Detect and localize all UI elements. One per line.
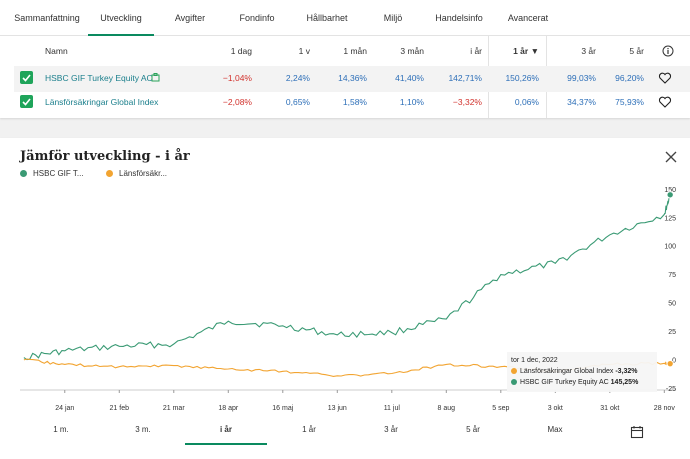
range-5-years[interactable]: 5 år: [466, 425, 480, 434]
x-tick-label: 5 sep: [492, 405, 509, 412]
checkmark-icon: [22, 74, 31, 82]
value-ytd: 142,71%: [448, 73, 482, 83]
fund-comparison-table-card: Sammanfattning Utveckling Avgifter Fondi…: [0, 0, 690, 118]
value-3-years: 34,37%: [567, 97, 596, 107]
tab-utveckling[interactable]: Utveckling: [88, 0, 154, 36]
tab-hallbarhet[interactable]: Hållbarhet: [306, 13, 348, 23]
legend-label: HSBC GIF T...: [33, 169, 84, 178]
range-3-months[interactable]: 3 m.: [135, 425, 151, 434]
value-1-year: 150,26%: [505, 73, 539, 83]
tab-avancerat[interactable]: Avancerat: [507, 13, 549, 23]
tab-handelsinfo[interactable]: Handelsinfo: [435, 13, 483, 23]
value-1-year: 0,06%: [514, 97, 539, 107]
table-row: HSBC GIF Turkey Equity AC −1,04% 2,24% 1…: [14, 66, 690, 92]
tooltip-dot: [511, 368, 517, 375]
document-icon[interactable]: [151, 73, 160, 82]
x-tick-label: 28 nov: [654, 405, 676, 412]
heart-icon[interactable]: [658, 95, 672, 109]
legend-dot: [20, 170, 27, 178]
range-3-years[interactable]: 3 år: [384, 425, 398, 434]
range-1-year[interactable]: 1 år: [302, 425, 316, 434]
value-3-years: 99,03%: [567, 73, 596, 83]
value-5-years: 75,93%: [615, 97, 644, 107]
value-3-months: 41,40%: [395, 73, 424, 83]
close-icon[interactable]: [664, 150, 678, 164]
y-tick-label: 0: [672, 357, 676, 364]
row-checkbox[interactable]: [20, 95, 33, 108]
tooltip-dot: [511, 379, 517, 386]
tab-fondinfo[interactable]: Fondinfo: [239, 13, 275, 23]
tooltip-label: HSBC GIF Turkey Equity AC: [520, 379, 609, 386]
fund-name[interactable]: Länsförsäkringar Global Index: [45, 97, 159, 107]
x-tick-label: 8 aug: [438, 405, 456, 412]
info-icon[interactable]: [662, 45, 674, 57]
header-1-week[interactable]: 1 v: [298, 46, 310, 56]
value-1-day: −2,08%: [222, 97, 252, 107]
heart-icon[interactable]: [658, 71, 672, 85]
value-1-month: 1,58%: [342, 97, 367, 107]
tab-avgifter[interactable]: Avgifter: [174, 13, 206, 23]
legend-item[interactable]: Länsförsäkr...: [106, 169, 167, 178]
x-tick-label: 18 apr: [218, 405, 239, 412]
row-checkbox[interactable]: [20, 71, 33, 84]
header-3-years[interactable]: 3 år: [581, 46, 596, 56]
legend-item[interactable]: HSBC GIF T...: [20, 169, 84, 178]
value-5-years: 96,20%: [615, 73, 644, 83]
value-1-week: 0,65%: [285, 97, 310, 107]
tooltip-date: tor 1 dec, 2022: [511, 357, 558, 364]
x-tick-label: 21 feb: [110, 405, 130, 412]
value-ytd: −3,32%: [452, 97, 482, 107]
header-1-month[interactable]: 1 mån: [343, 46, 367, 56]
value-1-week: 2,24%: [285, 73, 310, 83]
y-tick-label: 100: [664, 244, 676, 251]
y-tick-label: 125: [664, 215, 676, 222]
x-tick-label: 3 okt: [548, 405, 563, 412]
tab-miljo[interactable]: Miljö: [383, 13, 403, 23]
y-tick-label: 75: [668, 272, 676, 279]
value-3-months: 1,10%: [399, 97, 424, 107]
legend-label: Länsförsäkr...: [119, 169, 168, 178]
x-tick-label: 11 jul: [384, 405, 401, 412]
series-line: [23, 194, 671, 361]
header-ytd[interactable]: i år: [470, 46, 482, 56]
x-tick-label: 13 jun: [328, 405, 347, 412]
value-1-month: 14,36%: [338, 73, 367, 83]
y-tick-label: 150: [664, 187, 676, 194]
range-max[interactable]: Max: [547, 425, 563, 434]
fund-name[interactable]: HSBC GIF Turkey Equity AC: [45, 73, 153, 83]
x-tick-label: 24 jan: [55, 405, 74, 412]
tooltip-value: 145,25%: [610, 379, 639, 386]
tab-sammanfattning[interactable]: Sammanfattning: [14, 13, 80, 23]
series-end-point: [666, 359, 674, 368]
chart-title: Jämför utveckling - i år: [20, 149, 190, 164]
header-1-year-sorted[interactable]: 1 år ▼: [513, 46, 539, 56]
checkmark-icon: [22, 98, 31, 106]
tab-bar: Sammanfattning Utveckling Avgifter Fondi…: [0, 0, 690, 36]
header-name[interactable]: Namn: [45, 46, 68, 56]
tooltip-label: Länsförsäkringar Global Index: [520, 368, 614, 375]
header-5-years[interactable]: 5 år: [629, 46, 644, 56]
value-1-day: −1,04%: [222, 73, 252, 83]
range-ytd[interactable]: i år: [185, 415, 267, 445]
legend-dot: [106, 170, 113, 178]
calendar-icon[interactable]: [630, 425, 644, 439]
tooltip-value: -3,32%: [615, 368, 638, 375]
x-tick-label: 21 mar: [163, 405, 185, 412]
y-tick-label: 25: [668, 329, 676, 336]
comparison-chart-card: Jämför utveckling - i år HSBC GIF T... L…: [0, 138, 690, 459]
header-3-months[interactable]: 3 mån: [400, 46, 424, 56]
y-tick-label: 50: [668, 301, 676, 308]
table-row: Länsförsäkringar Global Index −2,08% 0,6…: [14, 90, 690, 116]
chart-tooltip: tor 1 dec, 2022 Länsförsäkringar Global …: [507, 352, 657, 392]
range-1-month[interactable]: 1 m.: [53, 425, 69, 434]
x-tick-label: 31 okt: [600, 405, 619, 412]
x-tick-label: 16 maj: [272, 405, 293, 412]
y-tick-label: -25: [666, 386, 676, 393]
header-1-day[interactable]: 1 dag: [230, 46, 252, 56]
series-end-point: [666, 191, 674, 199]
